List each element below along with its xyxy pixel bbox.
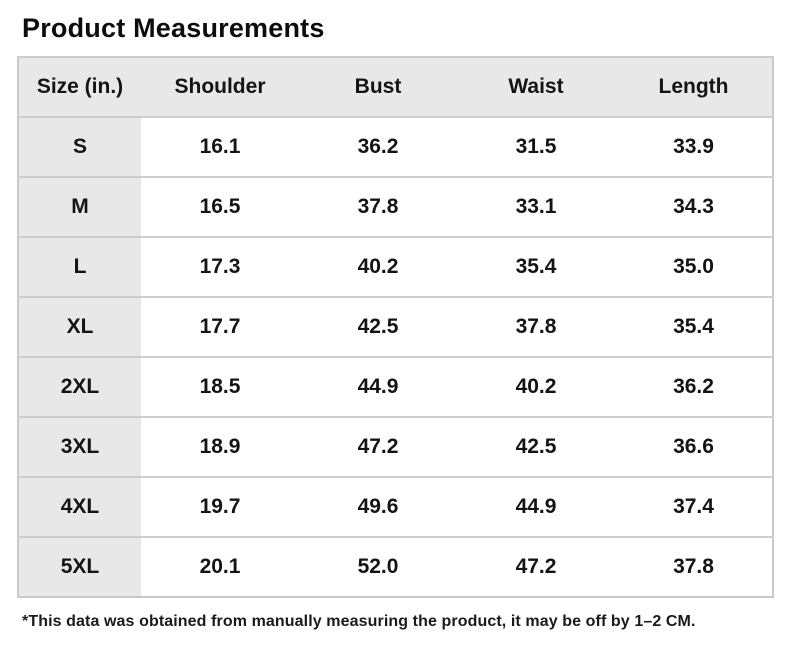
measurement-cell: 40.2 — [299, 236, 457, 297]
size-label-l: L — [18, 236, 141, 297]
table-row: XL 17.7 42.5 37.8 35.4 — [18, 296, 773, 357]
measurement-disclaimer: *This data was obtained from manually me… — [22, 613, 696, 630]
size-label-2xl: 2XL — [18, 356, 141, 417]
column-header-waist: Waist — [457, 56, 615, 117]
measurement-cell: 37.4 — [615, 476, 773, 537]
measurement-cell: 44.9 — [457, 476, 615, 537]
page-title: Product Measurements — [22, 13, 325, 43]
measurement-cell: 47.2 — [457, 536, 615, 597]
measurement-cell: 49.6 — [299, 476, 457, 537]
measurement-cell: 17.3 — [141, 236, 299, 297]
column-header-length: Length — [615, 56, 773, 117]
measurement-cell: 31.5 — [457, 116, 615, 177]
measurement-cell: 42.5 — [299, 296, 457, 357]
measurement-cell: 35.4 — [457, 236, 615, 297]
measurement-cell: 17.7 — [141, 296, 299, 357]
size-label-s: S — [18, 116, 141, 177]
measurement-cell: 33.9 — [615, 116, 773, 177]
measurement-cell: 16.1 — [141, 116, 299, 177]
table-row: L 17.3 40.2 35.4 35.0 — [18, 236, 773, 297]
measurement-cell: 36.2 — [299, 116, 457, 177]
measurement-cell: 35.4 — [615, 296, 773, 357]
measurement-cell: 18.5 — [141, 356, 299, 417]
measurement-cell: 36.2 — [615, 356, 773, 417]
table-row: S 16.1 36.2 31.5 33.9 — [18, 116, 773, 177]
measurement-cell: 42.5 — [457, 416, 615, 477]
measurement-cell: 52.0 — [299, 536, 457, 597]
measurement-cell: 18.9 — [141, 416, 299, 477]
column-header-bust: Bust — [299, 56, 457, 117]
size-label-5xl: 5XL — [18, 536, 141, 597]
measurement-cell: 47.2 — [299, 416, 457, 477]
measurement-cell: 37.8 — [615, 536, 773, 597]
measurement-cell: 44.9 — [299, 356, 457, 417]
measurement-cell: 16.5 — [141, 176, 299, 237]
table-body: S 16.1 36.2 31.5 33.9 M 16.5 37.8 33.1 34.3 L 17.3 4… — [18, 116, 773, 597]
table-row: 3XL 18.9 47.2 42.5 36.6 — [18, 416, 773, 477]
measurement-cell: 36.6 — [615, 416, 773, 477]
table-row: M 16.5 37.8 33.1 34.3 — [18, 176, 773, 237]
measurement-cell: 40.2 — [457, 356, 615, 417]
measurement-cell: 19.7 — [141, 476, 299, 537]
size-label-m: M — [18, 176, 141, 237]
measurement-cell: 37.8 — [457, 296, 615, 357]
column-header-size: Size (in.) — [18, 56, 141, 117]
size-label-4xl: 4XL — [18, 476, 141, 537]
size-label-xl: XL — [18, 296, 141, 357]
table-row: 5XL 20.1 52.0 47.2 37.8 — [18, 536, 773, 597]
table-row: 4XL 19.7 49.6 44.9 37.4 — [18, 476, 773, 537]
measurement-cell: 34.3 — [615, 176, 773, 237]
size-label-3xl: 3XL — [18, 416, 141, 477]
table-header-row: Size (in.) Shoulder Bust Waist Length — [18, 56, 773, 117]
column-header-shoulder: Shoulder — [141, 56, 299, 117]
measurement-cell: 37.8 — [299, 176, 457, 237]
measurement-cell: 35.0 — [615, 236, 773, 297]
table-row: 2XL 18.5 44.9 40.2 36.2 — [18, 356, 773, 417]
measurement-cell: 20.1 — [141, 536, 299, 597]
measurement-cell: 33.1 — [457, 176, 615, 237]
